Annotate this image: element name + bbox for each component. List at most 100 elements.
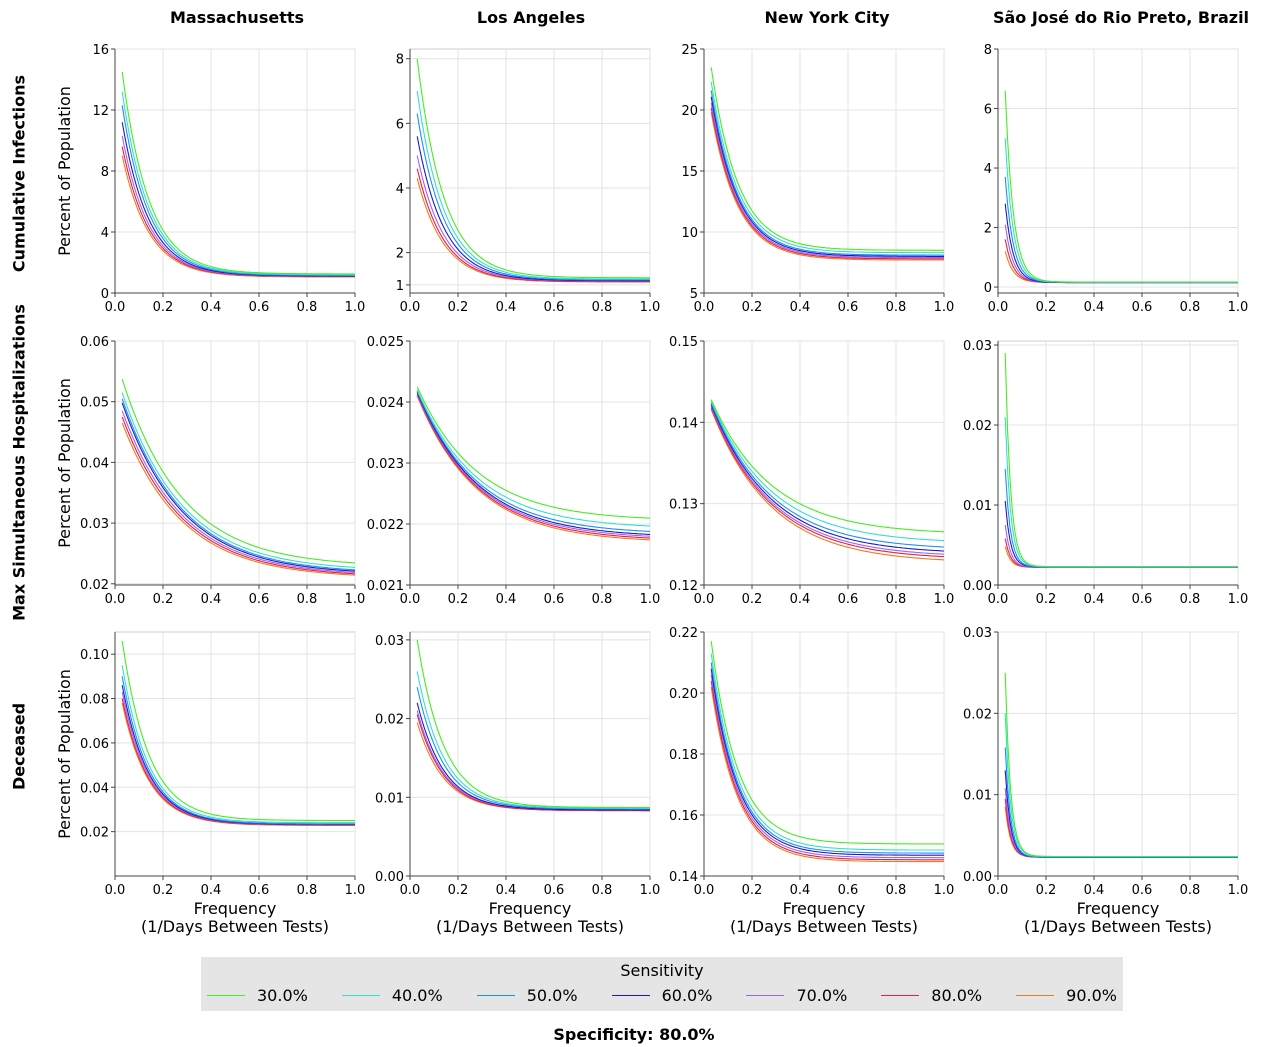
- x-tick-label: 0.6: [544, 883, 565, 898]
- y-tick-label: 0.01: [375, 791, 404, 806]
- y-tick-label: 0.14: [669, 416, 698, 431]
- plot-area: [997, 340, 1239, 586]
- series-line-90-0pct: [121, 422, 356, 576]
- y-tick-label: 4: [101, 226, 109, 241]
- chart-deceased-new-york-city: 0.0 0.2 0.4 0.6 0.8 1.0 0.14 0.16 0.18 0.20 0.22 Fr…: [669, 626, 954, 936]
- x-tick-label: 0.8: [886, 300, 907, 315]
- x-tick-label: 1.0: [934, 592, 955, 607]
- x-tick-label: 1.0: [934, 300, 955, 315]
- y-tick-label: 0.023: [367, 457, 404, 472]
- y-tick-label: 0.06: [80, 335, 109, 350]
- y-tick-label: 0.01: [963, 499, 992, 514]
- x-tick-label: 1.0: [1228, 300, 1249, 315]
- x-tick-label: 0.8: [592, 592, 613, 607]
- series-line-40-0pct: [416, 389, 651, 527]
- y-tick-label: 0.04: [80, 781, 109, 796]
- x-tick-label: 0.4: [1084, 592, 1105, 607]
- series-line-30-0pct: [1004, 352, 1238, 568]
- legend-items: 30.0% 40.0% 50.0% 60.0% 70.0% 80.0% 90.0…: [207, 986, 1117, 1005]
- x-tick-label: 0.0: [988, 592, 1009, 607]
- series-line-50-0pct: [710, 402, 945, 548]
- x-tick-label: 0.6: [249, 592, 270, 607]
- y-tick-label: 15: [681, 165, 698, 180]
- x-tick-label: 0.6: [249, 883, 270, 898]
- series-line-70-0pct: [710, 102, 944, 259]
- plot-area: [409, 48, 651, 294]
- legend-item: 30.0%: [207, 986, 308, 1005]
- y-tick-label: 8: [984, 43, 992, 58]
- series-line-30-0pct: [416, 639, 650, 809]
- row-title-deceased: Deceased: [9, 702, 29, 791]
- x-tick-label: 1.0: [345, 883, 366, 898]
- y-tick-label: 0.03: [80, 517, 109, 532]
- y-tick-label: 0.06: [80, 737, 109, 752]
- x-tick-label: 0.0: [694, 592, 715, 607]
- legend-label: 50.0%: [526, 986, 578, 1005]
- x-tick-label: 0.6: [249, 300, 270, 315]
- series-line-50-0pct: [710, 662, 944, 854]
- y-tick-label: 6: [984, 103, 992, 118]
- x-tick-label: 1.0: [345, 300, 366, 315]
- series-line-90-0pct: [710, 409, 945, 561]
- series-line-50-0pct: [121, 398, 356, 571]
- x-tick-label: 1.0: [640, 592, 661, 607]
- y-tick-label: 5: [690, 287, 698, 302]
- row-title-max-hospitalizations: Max Simultaneous Hospitalizations: [9, 304, 29, 621]
- x-axis-subtitle: (1/Days Between Tests): [1024, 917, 1212, 936]
- x-axis-title: Frequency: [783, 899, 866, 918]
- x-tick-label: 0.8: [297, 592, 318, 607]
- y-tick-label: 0.022: [367, 518, 404, 533]
- legend-label: 60.0%: [661, 986, 713, 1005]
- y-tick-label: 0.03: [963, 626, 992, 641]
- series-line-70-0pct: [710, 674, 944, 859]
- x-tick-label: 0.2: [448, 592, 469, 607]
- x-tick-label: 0.0: [105, 883, 126, 898]
- series-line-60-0pct: [710, 404, 945, 552]
- x-tick-label: 0.2: [1036, 592, 1057, 607]
- x-tick-label: 0.6: [544, 592, 565, 607]
- x-tick-label: 0.4: [496, 592, 517, 607]
- series-line-40-0pct: [710, 400, 945, 542]
- chart-deceased-sao-jose-do-rio-preto-brazil: 0.0 0.2 0.4 0.6 0.8 1.0 0.00 0.01 0.02 0.03 Freque…: [963, 626, 1248, 936]
- chart-cumulative-infections-new-york-city: 0.0 0.2 0.4 0.6 0.8 1.0 5 10 15 20 25: [681, 43, 954, 315]
- series-line-60-0pct: [121, 402, 356, 572]
- legend-swatch: [341, 995, 380, 996]
- column-title-massachusetts: Massachusetts: [169, 8, 305, 27]
- chart-deceased-los-angeles: 0.0 0.2 0.4 0.6 0.8 1.0 0.00 0.01 0.02 0.03 Freque…: [375, 631, 661, 936]
- series-line-60-0pct: [710, 96, 944, 257]
- x-axis-title: Frequency: [489, 899, 572, 918]
- x-tick-label: 0.2: [153, 883, 174, 898]
- y-tick-label: 0.14: [669, 870, 698, 885]
- x-tick-label: 0.8: [1180, 883, 1201, 898]
- y-tick-label: 0.02: [963, 419, 992, 434]
- series-line-80-0pct: [710, 107, 944, 260]
- y-tick-label: 2: [984, 222, 992, 237]
- x-axis-title: Frequency: [194, 899, 277, 918]
- series-line-30-0pct: [1004, 672, 1238, 858]
- series-line-40-0pct: [710, 653, 944, 851]
- y-tick-label: 0.05: [80, 396, 109, 411]
- series-line-30-0pct: [710, 67, 944, 251]
- x-tick-label: 1.0: [1228, 592, 1249, 607]
- legend-swatch: [1016, 995, 1055, 996]
- x-tick-label: 0.0: [694, 883, 715, 898]
- x-tick-label: 0.6: [1132, 883, 1153, 898]
- x-axis-subtitle: (1/Days Between Tests): [730, 917, 918, 936]
- x-tick-label: 0.2: [742, 883, 763, 898]
- x-tick-label: 1.0: [640, 883, 661, 898]
- y-tick-label: 0.00: [375, 870, 404, 885]
- series-line-40-0pct: [416, 90, 650, 280]
- x-tick-label: 0.4: [496, 300, 517, 315]
- series-line-30-0pct: [1004, 90, 1238, 283]
- x-tick-label: 0.8: [592, 883, 613, 898]
- x-axis-subtitle: (1/Days Between Tests): [141, 917, 329, 936]
- x-tick-label: 0.4: [201, 592, 222, 607]
- y-tick-label: 2: [396, 247, 404, 262]
- y-axis-title: Percent of Population: [55, 669, 74, 839]
- legend-swatch: [611, 995, 650, 996]
- legend-label: 70.0%: [796, 986, 848, 1005]
- x-tick-label: 0.0: [400, 883, 421, 898]
- series-line-40-0pct: [121, 91, 355, 276]
- specificity-footer: Specificity: 80.0%: [553, 1025, 715, 1044]
- plot-area: [114, 631, 356, 877]
